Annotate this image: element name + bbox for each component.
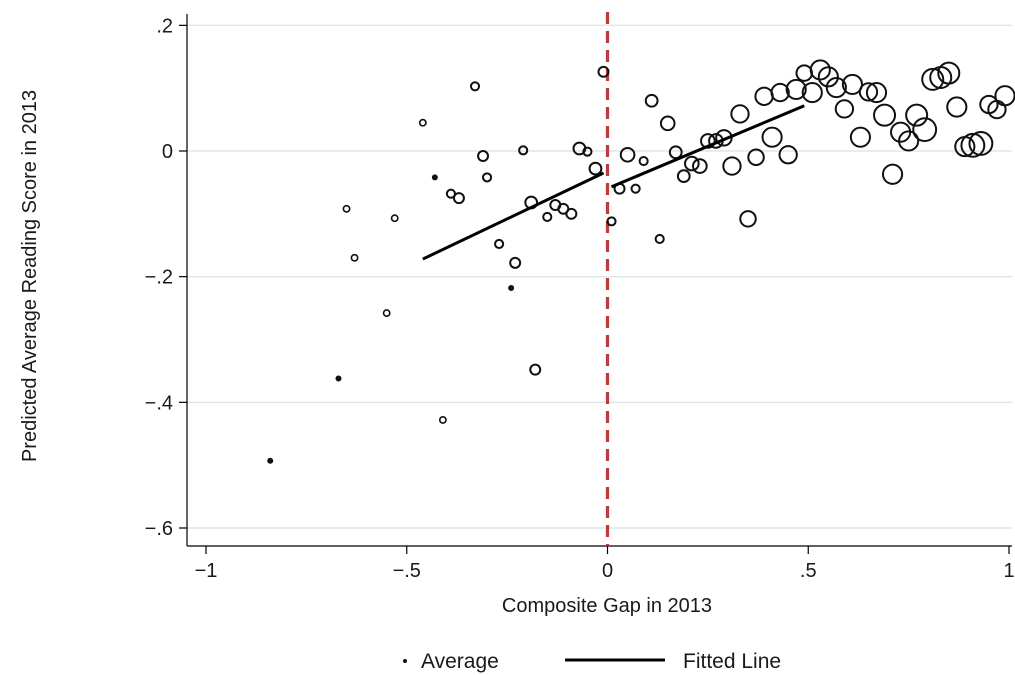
data-point-11 [469,81,481,92]
data-point-65 [898,130,920,152]
y-tick-label-2: −.2 [145,267,173,289]
data-point-15 [508,284,515,291]
x-axis-title: Composite Gap in 2013 [502,595,712,617]
data-point-32 [638,155,649,167]
data-point-58 [841,73,863,95]
data-point-14 [494,238,505,250]
fitted-lines [422,104,805,261]
data-point-25 [582,146,593,157]
data-point-66 [905,103,929,127]
data-point-77 [994,85,1015,107]
axis-ticks: .2 0 −.2 −.4 −.6 −1 −.5 0 .5 1 [145,15,1015,582]
x-tick-label-3: .5 [800,560,817,582]
data-point-17 [518,145,529,156]
data-point-37 [676,169,691,184]
data-point-68 [921,67,945,91]
data-point-52 [795,64,813,82]
data-point-28 [606,216,617,227]
data-point-19 [529,363,542,376]
data-point-46 [747,148,765,167]
data-point-34 [654,233,665,245]
data-point-43 [722,156,742,176]
data-point-49 [770,82,790,103]
data-point-10 [452,192,465,205]
data-point-26 [588,161,603,176]
y-tick-label-4: −.6 [145,518,173,540]
x-tick-label-0: −1 [195,560,218,582]
data-point-50 [778,145,798,165]
data-point-0 [267,457,274,464]
fitted-line-segment-1 [610,104,805,189]
data-point-30 [619,146,636,163]
data-point-47 [754,86,774,106]
data-point-48 [761,126,783,148]
x-tick-label-2: 0 [602,560,613,582]
data-point-39 [692,158,708,174]
data-point-71 [946,96,968,118]
data-point-33 [644,93,659,108]
data-point-2 [342,204,351,213]
data-point-56 [825,76,847,99]
legend-average-marker [403,659,407,663]
data-point-57 [834,99,855,119]
data-point-13 [481,172,493,183]
y-tick-label-0: .2 [156,15,173,37]
data-point-63 [881,163,904,185]
legend-fitted-line-label: Fitted Line [683,650,781,673]
data-point-12 [477,150,490,163]
data-point-74 [968,131,994,156]
x-tick-label-1: −.5 [393,560,421,582]
data-point-70 [937,61,961,85]
data-point-55 [817,66,839,88]
data-point-16 [509,256,522,269]
data-point-23 [565,207,578,220]
data-point-6 [418,118,427,127]
data-point-7 [431,174,438,181]
data-point-53 [801,81,823,104]
data-point-5 [390,214,399,223]
data-point-4 [382,309,391,318]
legend-average-label: Average [421,650,499,673]
data-point-35 [659,115,676,132]
data-point-45 [739,210,757,228]
scatter-points [267,59,1015,464]
data-point-27 [597,65,610,78]
x-tick-label-4: 1 [1003,560,1014,582]
data-point-61 [865,81,888,104]
data-point-44 [730,104,750,124]
y-axis-title: Predicted Average Reading Score in 2013 [19,90,41,462]
data-point-67 [912,117,938,143]
data-point-20 [542,211,553,223]
data-point-54 [809,59,831,81]
gridlines [187,24,1012,529]
fitted-line-segment-0 [422,171,605,261]
data-point-59 [849,126,872,148]
data-point-31 [630,183,641,194]
y-tick-label-3: −.4 [145,392,173,414]
legend: Average Fitted Line [403,650,781,673]
axes [186,14,1012,547]
data-point-3 [350,253,359,262]
data-point-62 [873,103,897,127]
data-point-1 [335,375,342,382]
data-point-38 [683,155,700,172]
data-point-36 [668,145,683,160]
data-point-73 [960,132,986,158]
y-tick-label-1: 0 [162,141,173,163]
data-point-51 [785,78,807,101]
data-point-8 [438,415,447,424]
data-point-60 [858,82,879,102]
